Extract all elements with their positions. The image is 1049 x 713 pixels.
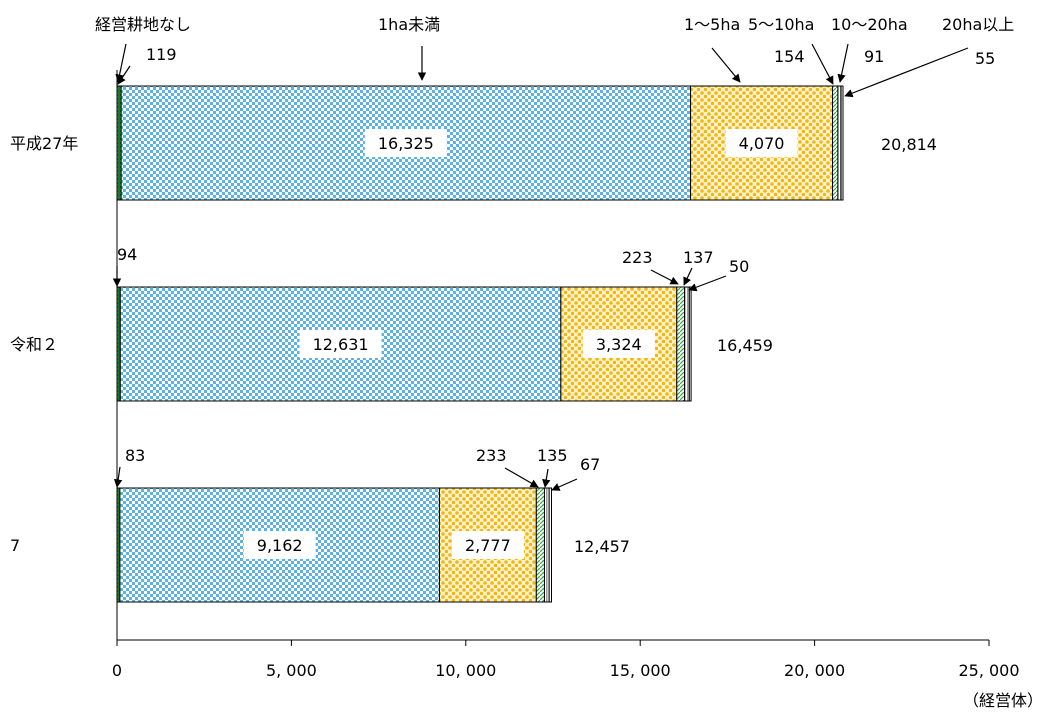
- total-label: 12,457: [574, 537, 630, 556]
- category-label: 7: [10, 536, 20, 555]
- category-label: 平成27年: [10, 134, 78, 153]
- x-tick-label: 20, 000: [784, 661, 845, 680]
- x-tick-label: 5, 000: [266, 661, 317, 680]
- labels-layer: 平成27年 20,814 16,325 4,070 令和２ 16,459 12,631 3,3…: [10, 129, 937, 559]
- series-name-label: 1～5ha: [684, 15, 740, 34]
- series-name-label: 1ha未満: [378, 15, 440, 34]
- bar-0-series-3: [832, 85, 839, 201]
- callout-arrow: [542, 468, 551, 488]
- x-tick-label: 15, 000: [610, 661, 671, 680]
- callout-arrow: [504, 467, 539, 488]
- callout-arrow: [837, 43, 849, 83]
- small-value-label: 233: [476, 446, 507, 465]
- small-value-label: 137: [683, 248, 714, 267]
- total-label: 20,814: [881, 135, 937, 154]
- series-name-label: 5～10ha: [748, 15, 815, 34]
- bar-1-series-3: [676, 286, 686, 402]
- value-label: 9,162: [257, 536, 303, 555]
- bar-2-series-3: [535, 487, 545, 603]
- series-name-label: 10～20ha: [831, 15, 908, 34]
- small-value-label: 83: [125, 446, 145, 465]
- x-tick-label: 0: [112, 661, 122, 680]
- value-label-box: [451, 531, 524, 559]
- callouts-layer: 経営耕地なし 1ha未満 1～5ha 5～10ha 10～20ha 20ha以上 119 15…: [95, 15, 1014, 491]
- callout-arrow: [711, 47, 741, 83]
- callout-arrow: [650, 269, 679, 285]
- value-label: 12,631: [313, 335, 369, 354]
- bar-0-series-0: [116, 85, 122, 201]
- small-value-label: 67: [580, 455, 600, 474]
- value-label-box: [364, 129, 447, 157]
- callout-arrow: [683, 267, 693, 286]
- bar-1-series-5: [688, 286, 692, 402]
- value-label-box: [582, 330, 655, 358]
- callout-arrow: [811, 43, 834, 85]
- series-name-label: 経営耕地なし: [95, 15, 191, 34]
- bar-0-series-2: [690, 85, 834, 201]
- small-value-label: 135: [537, 446, 568, 465]
- small-value-label: 91: [864, 47, 884, 66]
- callout-arrow: [115, 43, 127, 83]
- callout-arrow: [551, 478, 578, 491]
- bar-1-series-4: [684, 286, 690, 402]
- value-label: 3,324: [596, 335, 642, 354]
- bar-2-series-4: [543, 487, 550, 603]
- value-label: 2,777: [465, 536, 511, 555]
- x-tick-label: 25, 000: [958, 661, 1019, 680]
- value-label-box: [243, 531, 316, 559]
- bar-0-series-5: [840, 85, 844, 201]
- small-value-label: 50: [729, 257, 749, 276]
- value-label-box: [725, 129, 798, 157]
- value-label-box: [299, 330, 382, 358]
- x-axis: 0 5, 000 10, 000 15, 000 20, 000 25, 000 （経営体）: [112, 70, 1043, 710]
- category-label: 令和２: [10, 335, 58, 354]
- value-label: 16,325: [378, 134, 434, 153]
- series-name-label: 20ha以上: [942, 15, 1014, 34]
- x-unit-label: （経営体）: [963, 691, 1043, 710]
- small-value-label: 94: [117, 245, 137, 264]
- small-value-label: 154: [774, 47, 805, 66]
- small-value-label: 223: [622, 248, 653, 267]
- callout-arrow: [688, 275, 727, 292]
- small-value-label: 119: [146, 45, 177, 64]
- x-tick-label: 10, 000: [435, 661, 496, 680]
- callout-arrow: [117, 65, 131, 85]
- bar-2-series-5: [548, 487, 553, 603]
- callout-arrow: [113, 466, 123, 488]
- total-label: 16,459: [717, 336, 773, 355]
- callout-arrow: [844, 47, 969, 98]
- value-label: 4,070: [739, 134, 785, 153]
- small-value-label: 55: [975, 49, 995, 68]
